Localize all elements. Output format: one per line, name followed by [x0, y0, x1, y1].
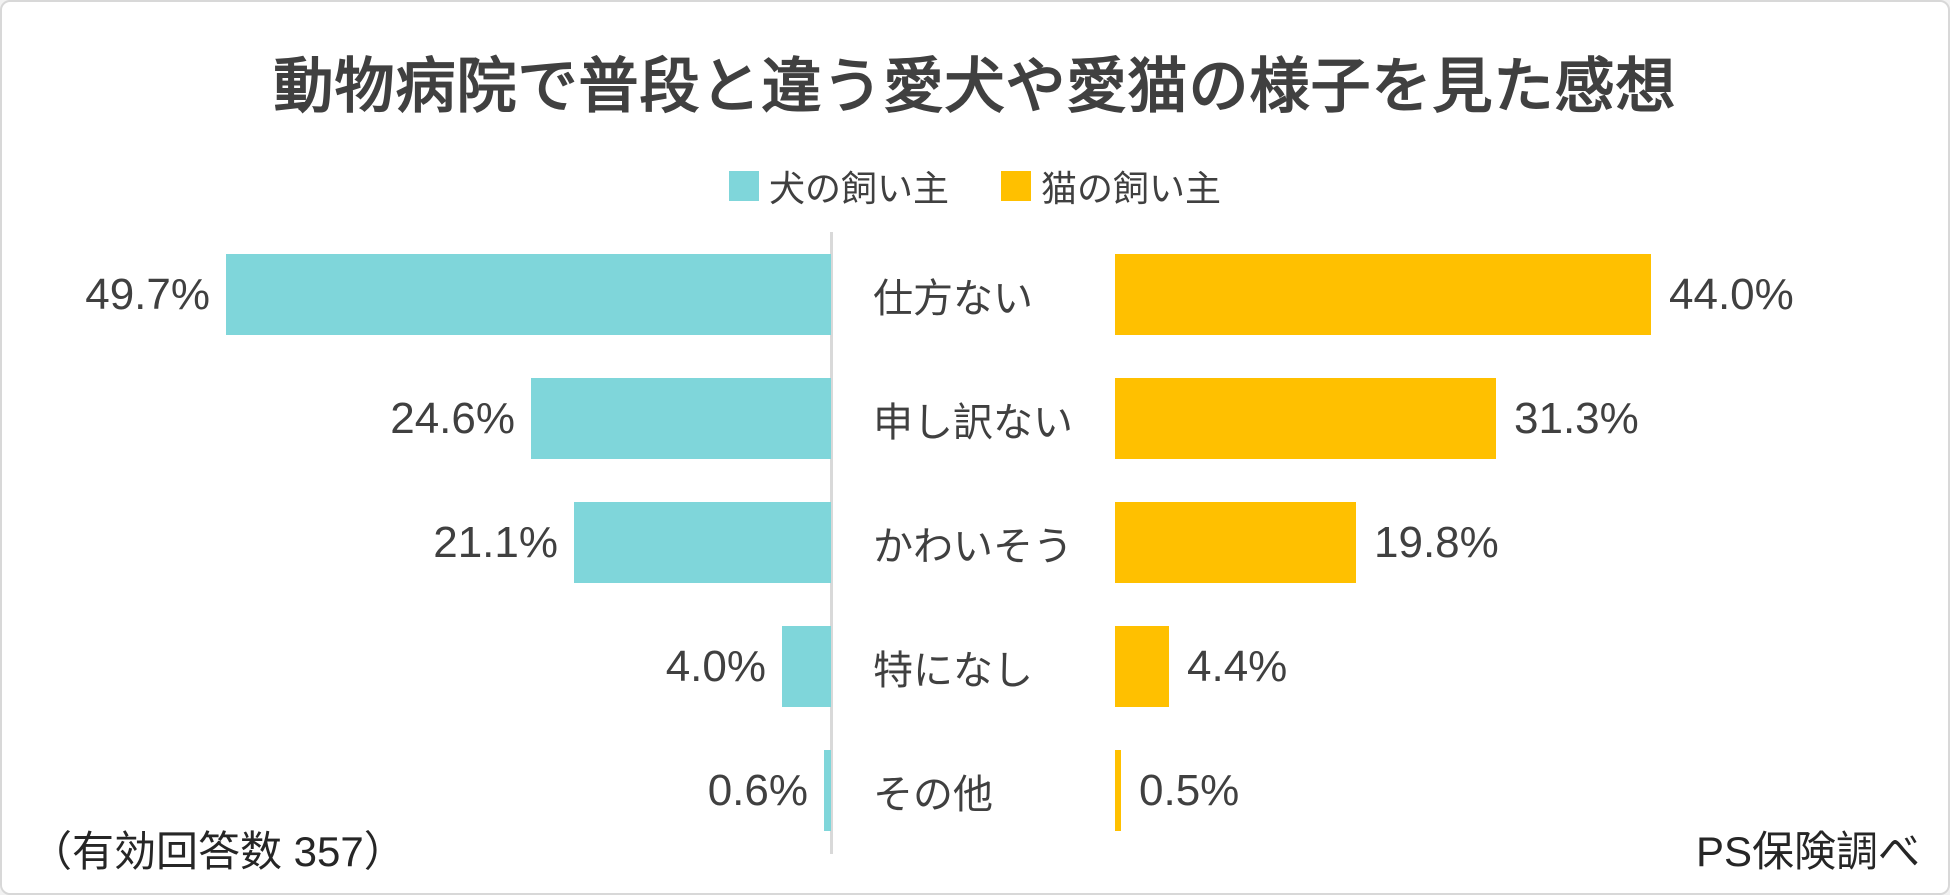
category-label-cell: 仕方ない [831, 254, 1115, 335]
cat-bar-cell: 4.4% [1115, 626, 1948, 707]
center-axis-line [830, 232, 833, 854]
dog-bar [782, 626, 831, 707]
category-label: 仕方ない [873, 276, 1033, 321]
dog-bar-cell: 4.0% [2, 626, 831, 707]
cat-bar [1115, 502, 1356, 583]
dog-legend-swatch-icon [728, 171, 759, 201]
legend-item-dog: 犬の飼い主 [728, 160, 949, 212]
category-label-cell: 特になし [831, 626, 1115, 707]
dog-value-label: 49.7% [85, 269, 210, 319]
dog-bar-cell: 24.6% [2, 378, 831, 459]
sample-size-note: （有効回答数 357） [30, 828, 406, 875]
source-note: PS保険調べ [1695, 828, 1920, 875]
category-label: 特になし [873, 648, 1033, 693]
cat-bar [1115, 626, 1169, 707]
cat-value-label: 31.3% [1514, 393, 1639, 443]
category-label-cell: その他 [831, 750, 1115, 831]
category-label: その他 [873, 772, 993, 817]
cat-bar [1115, 254, 1651, 335]
cat-bar [1115, 750, 1121, 831]
legend: 犬の飼い主 猫の飼い主 [2, 160, 1948, 212]
cat-value-label: 44.0% [1669, 269, 1794, 319]
cat-legend-label: 猫の飼い主 [1041, 168, 1222, 209]
dog-value-label: 21.1% [433, 517, 558, 567]
cat-bar [1115, 378, 1496, 459]
cat-value-label: 4.4% [1187, 641, 1288, 691]
legend-item-cat: 猫の飼い主 [1001, 160, 1221, 212]
dog-value-label: 24.6% [390, 393, 515, 443]
chart-row: 0.6% その他 0.5% [2, 750, 1948, 831]
category-label: かわいそう [873, 524, 1073, 569]
dog-legend-label: 犬の飼い主 [768, 168, 949, 209]
dog-bar-cell: 21.1% [2, 502, 831, 583]
cat-value-label: 0.5% [1139, 765, 1240, 815]
cat-value-label: 19.8% [1374, 517, 1499, 567]
dog-bar [824, 750, 831, 831]
chart-rows: 49.7% 仕方ない 44.0% 24.6% 申し訳ない 31.3% 21.1% かわいそう 1… [2, 254, 1948, 874]
chart-row: 4.0% 特になし 4.4% [2, 626, 1948, 707]
dog-bar-cell: 0.6% [2, 750, 831, 831]
dog-bar [574, 502, 831, 583]
dog-bar [226, 254, 831, 335]
cat-legend-swatch-icon [1001, 171, 1031, 201]
category-label-cell: かわいそう [831, 502, 1115, 583]
category-label-cell: 申し訳ない [831, 378, 1115, 459]
chart-row: 21.1% かわいそう 19.8% [2, 502, 1948, 583]
chart-row: 49.7% 仕方ない 44.0% [2, 254, 1948, 335]
dog-value-label: 4.0% [665, 641, 766, 691]
dog-bar [531, 378, 831, 459]
page-title: 動物病院で普段と違う愛犬や愛猫の様子を見た感想 [273, 53, 1677, 120]
chart-row: 24.6% 申し訳ない 31.3% [2, 378, 1948, 459]
dog-bar-cell: 49.7% [2, 254, 831, 335]
cat-bar-cell: 31.3% [1115, 378, 1948, 459]
cat-bar-cell: 0.5% [1115, 750, 1948, 831]
cat-bar-cell: 19.8% [1115, 502, 1948, 583]
category-label: 申し訳ない [873, 400, 1073, 445]
dog-value-label: 0.6% [707, 765, 808, 815]
cat-bar-cell: 44.0% [1115, 254, 1948, 335]
